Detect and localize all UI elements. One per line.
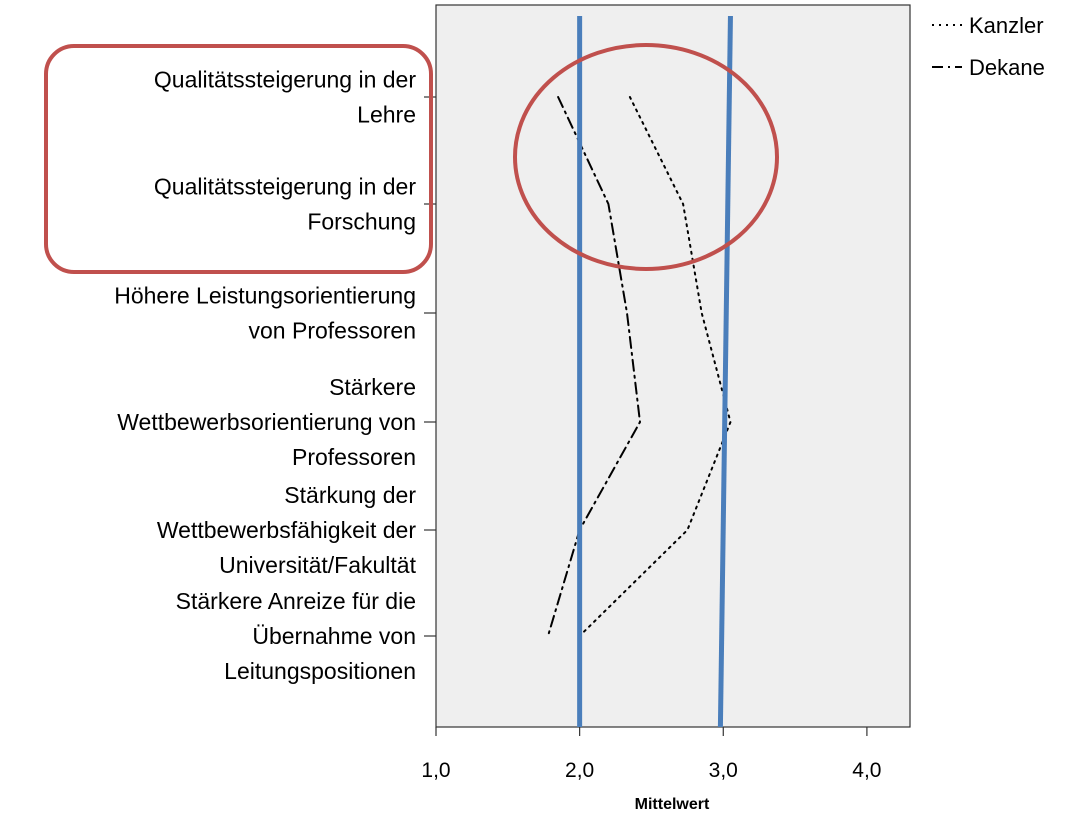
x-axis-title: Mittelwert: [635, 796, 710, 813]
x-tick-label: 2,0: [565, 759, 594, 782]
series-line-dekane: [547, 96, 642, 637]
category-labels: Qualitätssteigerung in der Lehre Qualitäts…: [114, 67, 436, 684]
series-lines: [547, 96, 732, 637]
x-tick-label: 3,0: [709, 759, 738, 782]
legend-label-kanzler: Kanzler: [969, 13, 1044, 38]
highlight-ellipse: [513, 43, 779, 271]
category-label: Übernahme von: [252, 623, 416, 649]
category-label: Forschung: [307, 209, 416, 235]
category-label: von Professoren: [249, 318, 416, 344]
highlights: [44, 43, 779, 274]
highlight-rounded-rect: [44, 44, 433, 274]
legend: Kanzler Dekane: [932, 13, 1045, 80]
category-label: Professoren: [292, 444, 416, 470]
category-label: Stärkere: [329, 374, 416, 400]
category-label: Stärkung der: [284, 482, 416, 508]
category-label: Qualitätssteigerung in der: [154, 67, 416, 93]
category-label: Stärkere Anreize für die: [176, 588, 416, 614]
x-tick-label: 1,0: [421, 759, 450, 782]
category-label: Universität/Fakultät: [219, 552, 416, 578]
reference-line-1: [717, 15, 733, 728]
category-label: Lehre: [357, 102, 416, 128]
category-label: Qualitätssteigerung in der: [154, 174, 416, 200]
legend-label-dekane: Dekane: [969, 55, 1045, 80]
category-label: Wettbewerbsorientierung von: [117, 409, 416, 435]
series-line-kanzler: [578, 96, 732, 637]
x-axis: 1,0 2,0 3,0 4,0: [421, 727, 882, 782]
category-label: Wettbewerbsfähigkeit der: [157, 517, 416, 543]
plot-area: [435, 4, 911, 728]
reference-lines: [577, 15, 733, 728]
category-label: Höhere Leistungsorientierung: [114, 283, 416, 309]
category-label: Leitungspositionen: [224, 658, 416, 684]
x-tick-label: 4,0: [852, 759, 881, 782]
